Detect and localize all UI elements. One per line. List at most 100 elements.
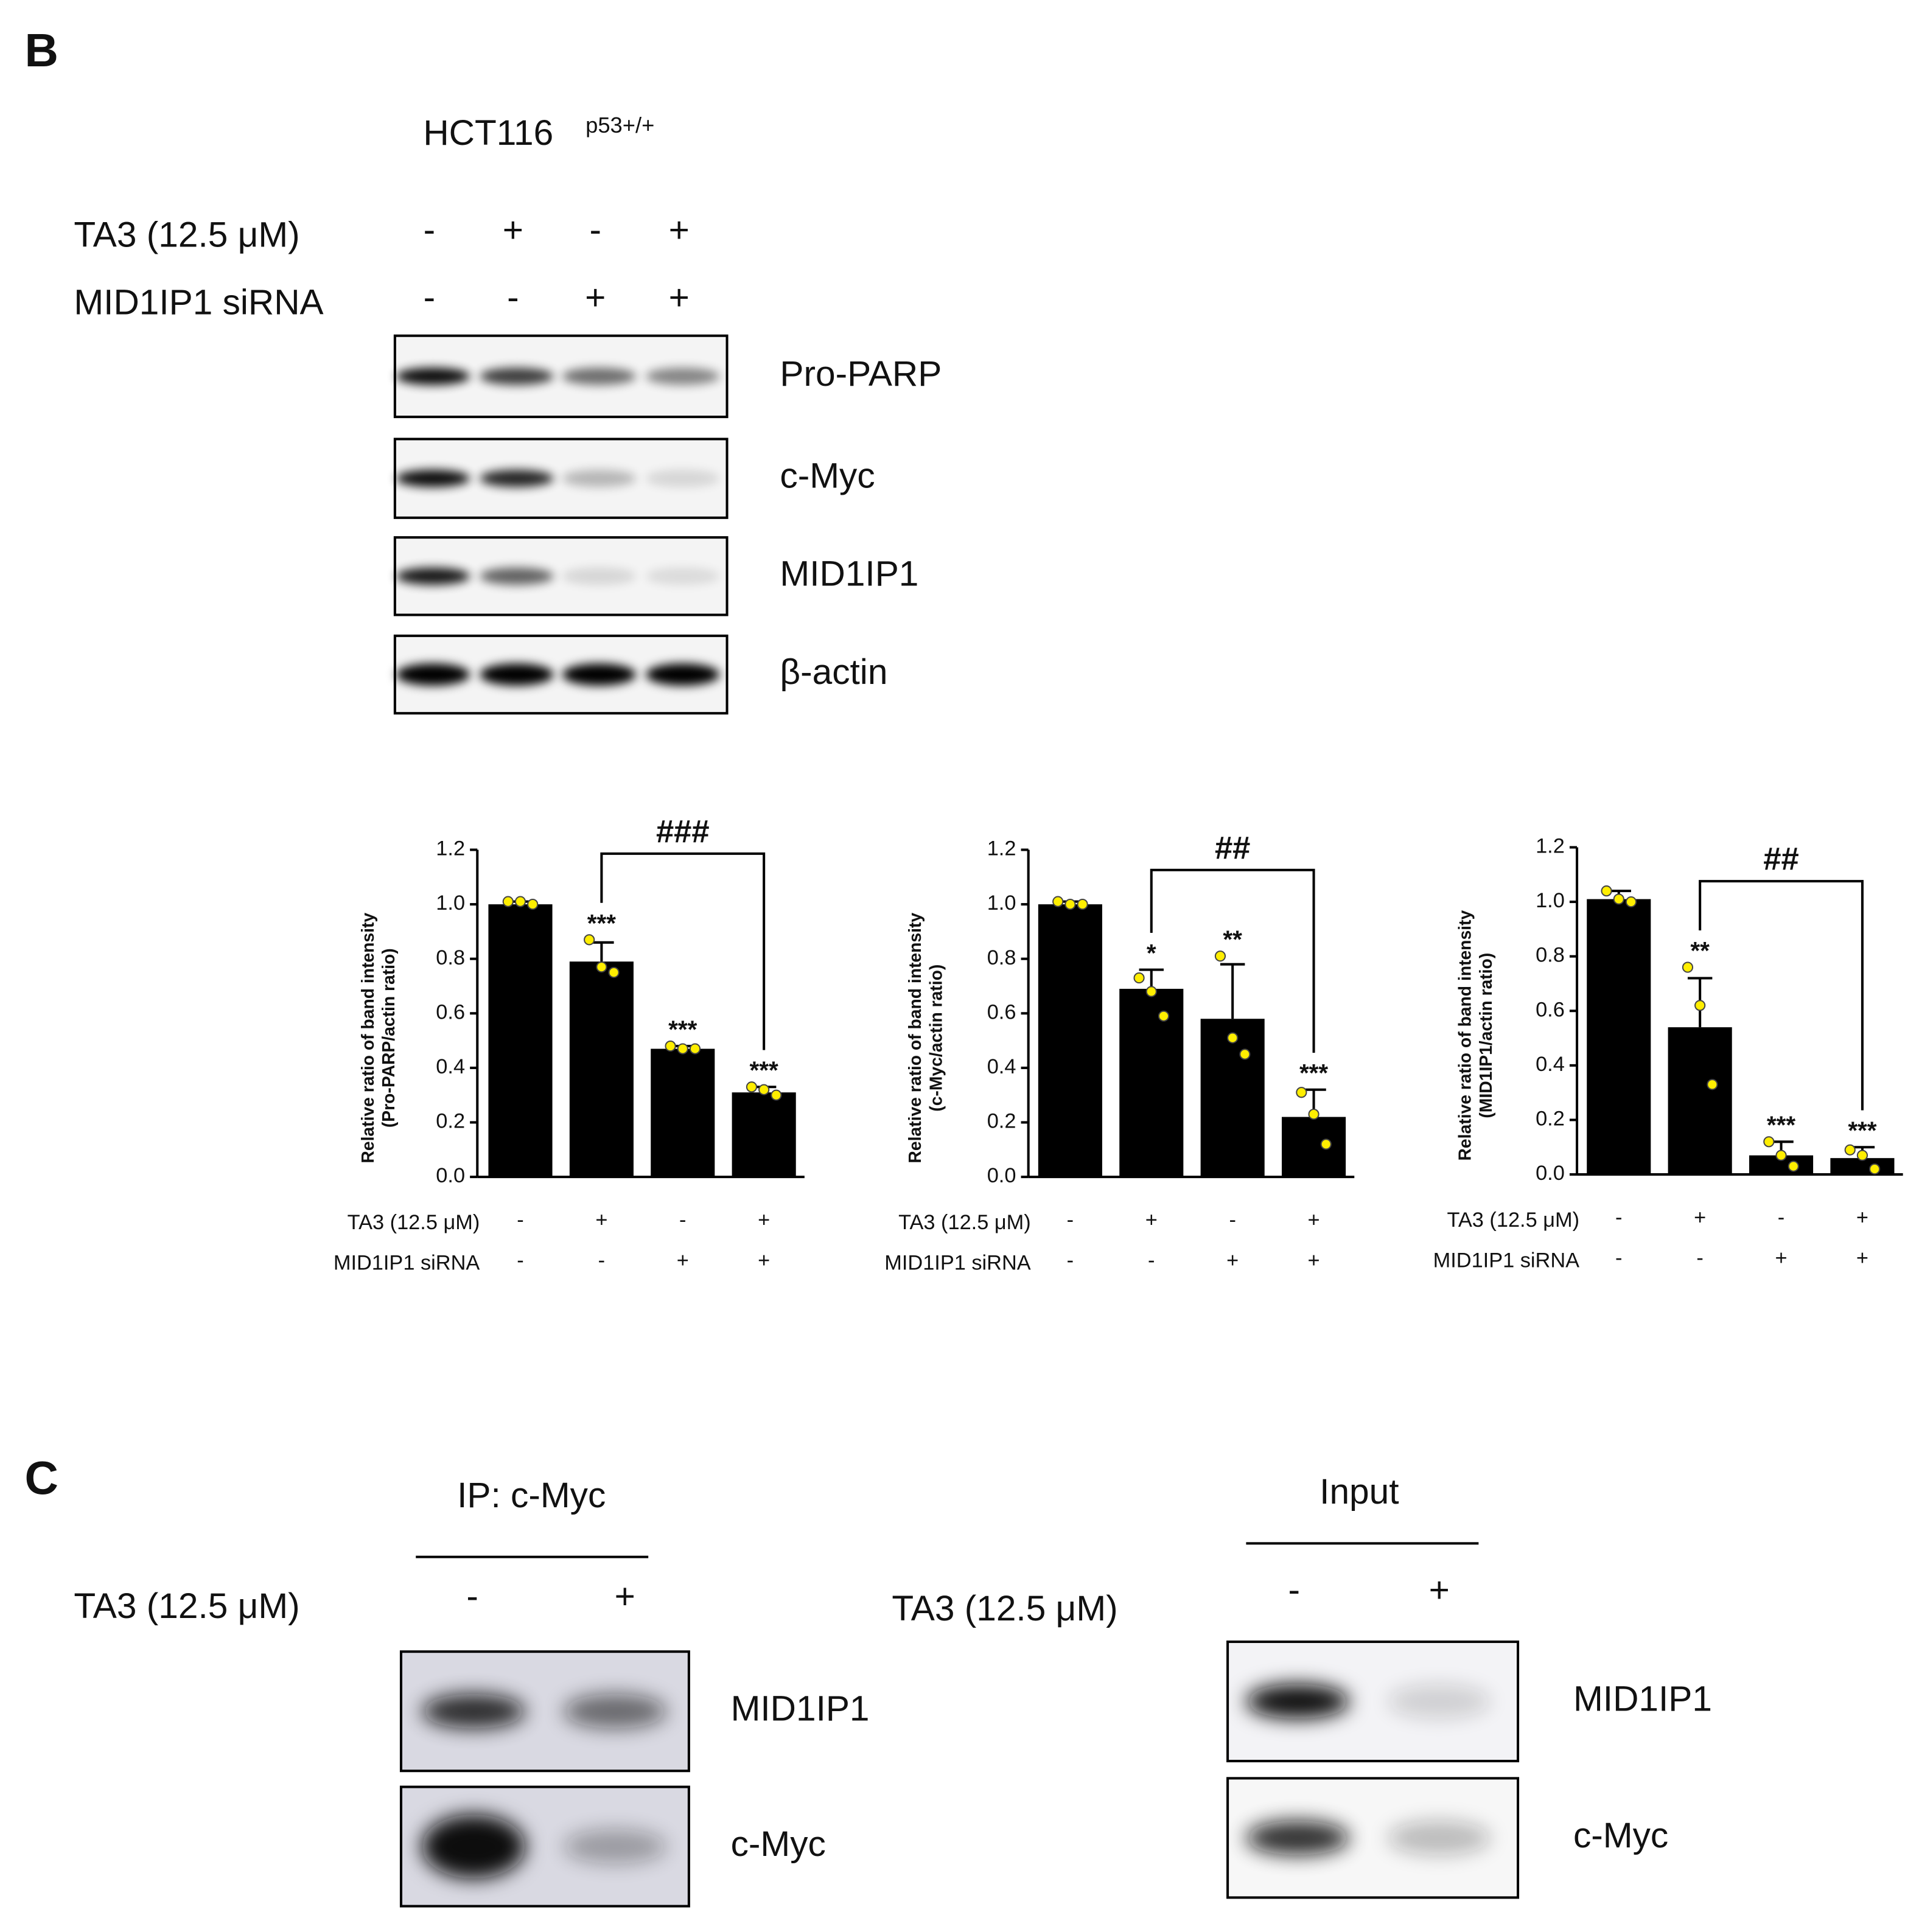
data-point [677, 1043, 688, 1055]
blot-band [646, 470, 720, 487]
blot-band [646, 368, 720, 385]
treatment-sign: + [1856, 1247, 1868, 1270]
significance-label: *** [1767, 1111, 1795, 1139]
treatment-sign: - [598, 1249, 605, 1272]
treatment-sign: - [517, 1249, 523, 1272]
y-tick-label: 0.0 [987, 1164, 1016, 1187]
treatment-name: TA3 (12.5 μM) [898, 1211, 1031, 1234]
blot-band [1387, 1821, 1491, 1855]
y-axis-label: (Pro-PARP/actin ratio) [379, 948, 398, 1128]
blot-band [646, 663, 720, 686]
treatment-sign: + [669, 210, 690, 249]
treatment-sign: + [758, 1249, 770, 1272]
bracket-label: ## [1763, 842, 1798, 877]
treatment-sign: + [677, 1249, 689, 1272]
bar [569, 961, 634, 1177]
treatment-sign: + [1308, 1249, 1320, 1272]
significance-label: *** [750, 1056, 778, 1084]
treatment-sign: - [1067, 1208, 1074, 1232]
treatment-sign: + [1226, 1249, 1239, 1272]
data-point [1296, 1087, 1307, 1098]
blot-label: c-Myc [1573, 1816, 1668, 1855]
treatment-sign: + [1429, 1571, 1450, 1610]
treatment-sign: + [669, 278, 690, 318]
treatment-sign: + [1145, 1208, 1158, 1232]
data-point [1763, 1136, 1775, 1148]
data-point [1775, 1149, 1787, 1161]
blot-band [480, 663, 554, 686]
treatment-sign: - [507, 278, 519, 318]
treatment-sign: - [1696, 1247, 1703, 1270]
data-point [758, 1084, 770, 1095]
data-point [1844, 1144, 1856, 1156]
treatment-name: TA3 (12.5 μM) [74, 1586, 299, 1626]
bracket-label: ### [656, 814, 710, 849]
blot-band [563, 1693, 667, 1729]
data-point [1239, 1048, 1251, 1060]
treatment-sign: + [1308, 1208, 1320, 1232]
error-bar [589, 941, 614, 962]
bar [1668, 1027, 1732, 1175]
y-tick-label: 0.6 [436, 1000, 465, 1024]
group-title: Input [1320, 1472, 1399, 1512]
y-tick-label: 0.2 [436, 1110, 465, 1133]
treatment-name: MID1IP1 siRNA [74, 283, 323, 323]
blot-label: β-actin [780, 652, 887, 692]
treatment-sign: - [517, 1208, 523, 1232]
data-point [1158, 1010, 1170, 1022]
treatment-sign: + [758, 1208, 770, 1232]
blot-band [1246, 1821, 1350, 1855]
treatment-sign: - [590, 210, 602, 249]
blot-band [562, 470, 636, 487]
bracket [600, 852, 766, 1050]
treatment-sign: - [466, 1577, 478, 1616]
y-tick-label: 1.2 [987, 837, 1016, 860]
data-point [1788, 1160, 1799, 1172]
y-axis-label: Relative ratio of band intensity [905, 913, 925, 1163]
bar [1282, 1117, 1346, 1177]
blot-label: c-Myc [780, 456, 875, 496]
data-point [771, 1089, 782, 1101]
treatment-sign: - [1148, 1249, 1155, 1272]
data-point [608, 967, 620, 978]
treatment-name: MID1IP1 siRNA [1433, 1249, 1580, 1272]
bracket-label: ## [1215, 830, 1250, 866]
treatment-sign: + [595, 1208, 607, 1232]
data-point [1613, 893, 1624, 905]
blot-band [562, 567, 636, 585]
significance-label: *** [668, 1015, 697, 1043]
y-axis-label: Relative ratio of band intensity [358, 913, 377, 1163]
blot-label: MID1IP1 [731, 1689, 870, 1729]
y-tick-label: 0.0 [436, 1164, 465, 1187]
treatment-name: MID1IP1 siRNA [884, 1252, 1031, 1275]
y-tick-label: 1.0 [436, 891, 465, 915]
blot-band [1246, 1684, 1350, 1719]
blot-band [396, 663, 470, 686]
cell-line: HCT116 [423, 113, 553, 153]
error-bar [1139, 968, 1164, 989]
y-tick-label: 0.4 [436, 1055, 465, 1078]
data-point [1682, 961, 1694, 973]
y-tick-label: 0.4 [987, 1055, 1016, 1078]
data-point [1214, 950, 1226, 962]
significance-label: *** [1848, 1117, 1876, 1145]
y-tick-label: 0.8 [987, 946, 1016, 969]
blot-band [396, 368, 470, 385]
data-point [1227, 1032, 1239, 1044]
bar [1200, 1019, 1265, 1177]
bar [1119, 988, 1184, 1177]
y-tick-label: 1.2 [436, 837, 465, 860]
treatment-name: TA3 (12.5 μM) [74, 215, 299, 255]
error-bar [1220, 963, 1245, 1019]
treatment-sign: - [1615, 1247, 1622, 1270]
treatment-sign: - [424, 278, 436, 318]
data-point [1077, 899, 1088, 910]
bracket [1150, 868, 1315, 1053]
y-axis-label: Relative ratio of band intensity [1455, 910, 1475, 1161]
bar [1038, 904, 1102, 1177]
blot-band [1387, 1684, 1491, 1719]
treatment-sign: + [1694, 1206, 1706, 1229]
data-point [527, 899, 539, 910]
